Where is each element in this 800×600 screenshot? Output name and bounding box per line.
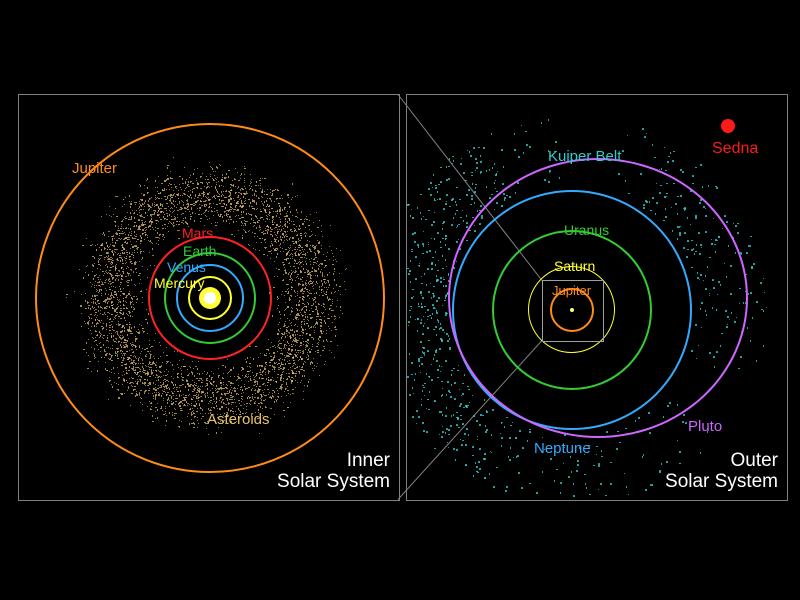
outer-sun xyxy=(570,308,574,312)
outer-title: OuterSolar System xyxy=(665,451,778,493)
outer-label-saturn: Saturn xyxy=(554,258,595,274)
outer-label-sedna: Sedna xyxy=(712,140,758,158)
inner-label-jupiter: Jupiter xyxy=(72,160,117,177)
inner-title: InnerSolar System xyxy=(277,451,390,493)
outer-label-jupiter: Jupiter xyxy=(552,283,591,298)
inner-label-mercury: Mercury xyxy=(154,275,205,291)
outer-label-uranus: Uranus xyxy=(564,222,609,238)
sedna-dot xyxy=(721,119,735,133)
outer-label-pluto: Pluto xyxy=(688,418,722,435)
outer-label-kuiper-belt: Kuiper Belt xyxy=(548,148,621,165)
outer-label-neptune: Neptune xyxy=(534,440,591,457)
inner-label-earth: Earth xyxy=(183,243,216,259)
inner-label-asteroids: Asteroids xyxy=(207,411,270,428)
inner-label-venus: Venus xyxy=(167,259,206,275)
inner-label-mars: Mars xyxy=(182,225,213,241)
